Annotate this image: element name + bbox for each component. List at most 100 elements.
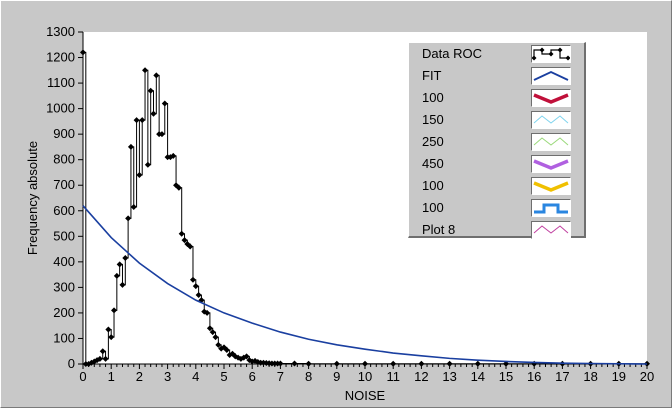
legend-label: 100 [422,90,444,105]
data-point [333,360,340,367]
y-axis-title: Frequency absolute [25,141,40,255]
data-point [116,261,123,268]
legend-label: 100 [422,200,444,215]
data-point [119,281,126,288]
x-tick-label: 18 [583,369,597,384]
legend-item[interactable]: 150 [409,109,585,131]
data-point [206,325,213,332]
data-point [111,307,118,314]
legend-swatch [531,45,571,63]
y-tick-label: 900 [53,126,75,141]
x-tick-label: 15 [499,369,513,384]
legend-item[interactable]: Plot 8 [409,219,585,241]
data-point [99,348,106,355]
data-point [418,360,425,367]
data-point [187,243,194,250]
legend-item[interactable]: 100 [409,175,585,197]
legend-line-sample [533,71,569,81]
legend-marker [539,47,545,53]
x-tick-label: 13 [442,369,456,384]
legend-label: 150 [422,112,444,127]
x-tick-label: 10 [358,369,372,384]
y-tick-label: 700 [53,177,75,192]
legend-label: 450 [422,156,444,171]
data-point [170,152,177,159]
x-tick-label: 9 [333,369,340,384]
data-point [113,272,120,279]
legend-label: 100 [422,178,444,193]
x-tick-label: 2 [136,369,143,384]
legend-swatch [531,155,571,173]
legend-swatch [531,133,571,151]
x-tick-label: 7 [277,369,284,384]
data-point [108,334,115,341]
data-point [133,117,140,124]
data-point [212,334,219,341]
x-tick-label: 0 [79,369,86,384]
data-point [105,326,112,333]
series-line-fit [82,205,648,365]
legend-item[interactable]: 100 [409,87,585,109]
y-tick-label: 500 [53,228,75,243]
x-tick-label: 19 [612,369,626,384]
y-tick-label: 1300 [46,24,75,39]
data-point [153,72,160,79]
data-point [175,184,182,191]
data-point [147,87,154,94]
data-point [136,172,143,179]
data-point [122,255,129,262]
legend-swatch [531,199,571,217]
legend-label: 250 [422,134,444,149]
legend-line-sample [533,137,569,146]
x-axis-title: NOISE [345,388,386,403]
data-point [215,341,222,348]
legend-item[interactable]: 100 [409,197,585,219]
data-point [291,360,298,367]
x-tick-label: 16 [527,369,541,384]
y-axis: 0 100 200 300 400 500 600 700 800 900 1000 1100 1200… [46,24,84,371]
data-point [139,117,146,124]
legend-marker [557,47,563,53]
legend-swatch [531,177,571,195]
x-tick-label: 11 [386,369,400,384]
data-point [277,360,284,367]
x-tick-label: 6 [249,369,256,384]
y-tick-label: 0 [68,356,75,371]
data-point [204,309,211,316]
legend-swatch [531,221,571,239]
x-tick-label: 1 [108,369,115,384]
data-point [80,49,86,56]
data-point [150,110,157,117]
legend-label: Plot 8 [422,222,456,237]
y-tick-label: 200 [53,305,75,320]
legend-line-sample [533,159,569,170]
x-tick-label: 20 [640,369,654,384]
data-point [181,237,188,244]
y-tick-label: 800 [53,152,75,167]
y-tick-label: 1200 [46,50,75,65]
legend-swatch [531,89,571,107]
data-point [446,360,453,367]
legend-item[interactable]: 450 [409,153,585,175]
y-tick-label: 1100 [47,75,75,90]
legend-item[interactable]: Data ROC [409,43,585,65]
x-tick-label: 8 [305,369,312,384]
data-point [192,283,199,290]
x-tick-label: 17 [555,369,569,384]
data-point [158,131,165,138]
legend-item[interactable]: 250 [409,131,585,153]
x-tick-label: 4 [192,369,199,384]
legend-marker [532,55,537,61]
legend-swatch [531,67,571,85]
y-tick-label: 100 [53,330,75,345]
series-layer [80,49,650,367]
x-tick-label: 3 [164,369,171,384]
legend-line-sample [533,93,569,104]
data-point [243,353,250,360]
data-point [362,360,368,367]
y-tick-label: 400 [53,254,75,269]
data-point [130,203,137,210]
x-tick-label: 12 [414,369,428,384]
data-point [142,67,149,74]
legend-item[interactable]: FIT [409,65,585,87]
